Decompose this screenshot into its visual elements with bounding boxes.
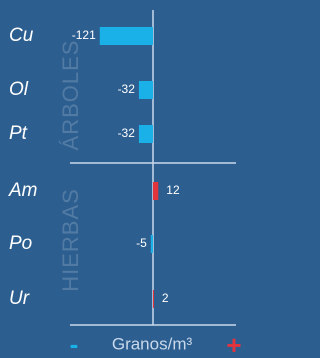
bar: [139, 81, 153, 99]
value-label: 2: [162, 291, 169, 305]
bar: [151, 235, 153, 253]
category-label: Po: [9, 233, 32, 254]
bar: [139, 125, 153, 143]
bar: [153, 182, 158, 200]
value-label: -121: [72, 28, 96, 42]
value-label: 12: [166, 183, 180, 197]
group-label: ÁRBOLES: [58, 40, 83, 151]
value-label: -5: [136, 236, 147, 250]
value-label: -32: [118, 126, 136, 140]
category-label: Ol: [9, 79, 29, 100]
negative-sign: -: [70, 329, 79, 358]
category-label: Am: [8, 180, 38, 201]
category-label: Pt: [9, 123, 28, 144]
x-axis-label: Granos/m³: [112, 334, 193, 353]
group-label: HIERBAS: [58, 188, 83, 292]
value-label: -32: [118, 82, 136, 96]
bar: [153, 290, 154, 308]
positive-sign: +: [226, 330, 241, 358]
bar: [100, 27, 153, 45]
category-label: Ur: [9, 288, 30, 309]
chart: ÁRBOLES HIERBAS - Granos/m³ + Cu -121 Ol -3…: [0, 0, 244, 358]
category-label: Cu: [9, 25, 34, 46]
